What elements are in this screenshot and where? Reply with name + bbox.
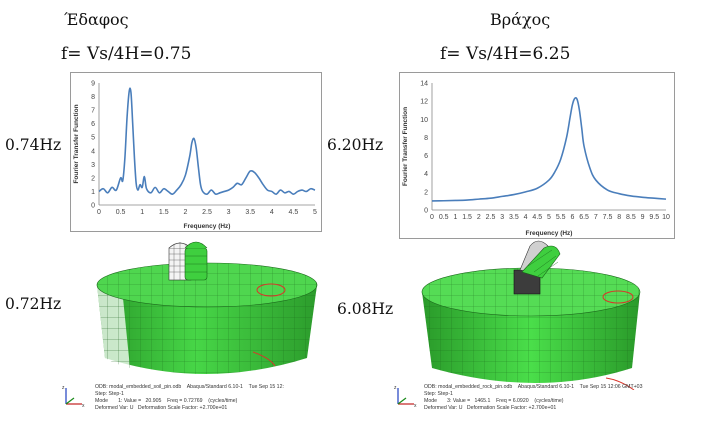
x-tick-label: 9.5 [649,214,659,221]
x-tick-label: 7.5 [603,214,613,221]
right-abaqus-line1: ODB: modal_embedded_rock_pin.odb Abaqus/… [424,384,643,390]
x-tick-label: 2 [477,214,481,221]
left-axis-triad-icon: z x [62,385,85,408]
y-tick-label: 8 [424,135,428,142]
right-abaqus-line4: Deformed Var: U Deformation Scale Factor… [424,405,557,411]
x-axis-label: Frequency (Hz) [526,230,573,237]
y-tick-label: 3 [91,162,95,169]
svg-text:x: x [82,403,85,408]
right-chart: 0 0.5 1 1.5 2 2.5 3 3.5 4 4.5 5 5.5 6 6.5 7 7.5 8 8.5 9 9.5… [399,72,675,239]
right-abaqus-line3: Mode 3: Value = 1465.1 Freq = 6.0920 (cy… [424,398,564,404]
right-formula: f= Vs/4H=6.25 [440,44,571,64]
left-marker-top [256,283,286,297]
left-abaqus-info: ODB: modal_embedded_soil_pin.odb Abaqus/… [95,384,284,412]
x-tick-label: 5 [313,209,317,216]
x-tick-label: 8.5 [626,214,636,221]
right-heading: Βράχος [490,10,551,29]
left-abaqus-line1: ODB: modal_embedded_soil_pin.odb Abaqus/… [95,384,284,390]
left-model-frequency: 0.72Hz [5,295,62,313]
left-chart: 0 0.5 1 1.5 2 2.5 3 3.5 4 4.5 5 0 1 2 3 4 5 6 7 8 9 Frequency… [70,72,322,232]
y-axis-label: Fourier Transfer Function [402,107,409,186]
x-tick-label: 3.5 [509,214,519,221]
svg-text:z: z [62,385,65,391]
svg-text:z: z [394,385,397,391]
x-tick-label: 5 [547,214,551,221]
x-tick-label: 7 [594,214,598,221]
y-tick-label: 5 [91,135,95,142]
right-axis-triad-icon: z x [394,385,417,408]
y-tick-label: 2 [424,189,428,196]
x-tick-label: 1.5 [462,214,472,221]
x-tick-label: 2.5 [486,214,496,221]
right-marker-bottom [605,377,635,390]
x-tick-label: 0.5 [439,214,449,221]
y-tick-label: 8 [91,94,95,101]
left-abaqus-line2: Step: Step-1 [95,391,124,397]
y-tick-label: 12 [420,99,428,106]
x-tick-label: 4.5 [289,209,299,216]
x-tick-label: 3 [227,209,231,216]
x-tick-label: 4.5 [532,214,542,221]
x-tick-label: 1.5 [159,209,169,216]
x-tick-label: 9 [641,214,645,221]
right-abaqus-line2: Step: Step-1 [424,391,453,397]
x-tick-label: 8 [617,214,621,221]
x-tick-label: 1 [140,209,144,216]
left-chart-frequency: 0.74Hz [5,136,62,154]
series-line [431,96,667,202]
x-tick-label: 4 [270,209,274,216]
x-tick-label: 3.5 [245,209,255,216]
x-axis-label: Frequency (Hz) [184,223,231,230]
right-abaqus-info: ODB: modal_embedded_rock_pin.odb Abaqus/… [424,384,642,412]
right-chart-frequency: 6.20Hz [327,136,384,154]
left-marker-bottom [252,351,276,367]
y-tick-label: 9 [91,81,95,88]
left-formula: f= Vs/4H=0.75 [61,44,192,64]
x-tick-label: 0.5 [116,209,126,216]
x-tick-label: 6.5 [579,214,589,221]
y-tick-label: 10 [420,117,428,124]
x-tick-label: 1 [453,214,457,221]
x-tick-label: 2 [183,209,187,216]
y-tick-label: 4 [424,171,428,178]
y-tick-label: 1 [91,189,95,196]
x-tick-label: 5.5 [556,214,566,221]
svg-text:x: x [414,403,417,408]
x-tick-label: 3 [500,214,504,221]
x-tick-label: 0 [430,214,434,221]
y-axis-label: Fourier Transfer Function [73,104,80,183]
y-tick-label: 0 [91,203,95,210]
y-tick-label: 6 [91,121,95,128]
x-tick-label: 2.5 [202,209,212,216]
right-pile-deformed [521,245,561,279]
left-abaqus-line3: Mode 1: Value = 20.905 Freq = 0.72769 (c… [95,398,238,404]
x-tick-label: 10 [662,214,670,221]
y-tick-label: 14 [420,81,428,88]
left-heading: Έδαφος [64,10,129,29]
x-tick-label: 0 [97,209,101,216]
x-tick-label: 4 [524,214,528,221]
y-tick-label: 2 [91,175,95,182]
left-abaqus-line4: Deformed Var: U Deformation Scale Factor… [95,405,228,411]
x-tick-label: 6 [570,214,574,221]
right-mesh-model [421,240,641,390]
y-tick-label: 0 [424,208,428,215]
series-line [98,87,316,196]
y-tick-label: 6 [424,153,428,160]
left-chart-svg: 0 0.5 1 1.5 2 2.5 3 3.5 4 4.5 5 0 1 2 3 4 5 6 7 8 9 Frequency… [73,81,317,231]
y-tick-label: 7 [91,108,95,115]
right-marker-top [602,290,634,304]
left-mesh-model [96,241,318,374]
y-tick-label: 4 [91,148,95,155]
right-chart-svg: 0 0.5 1 1.5 2 2.5 3 3.5 4 4.5 5 5.5 6 6.5 7 7.5 8 8.5 9 9.5… [402,81,670,238]
right-model-frequency: 6.08Hz [337,300,394,318]
